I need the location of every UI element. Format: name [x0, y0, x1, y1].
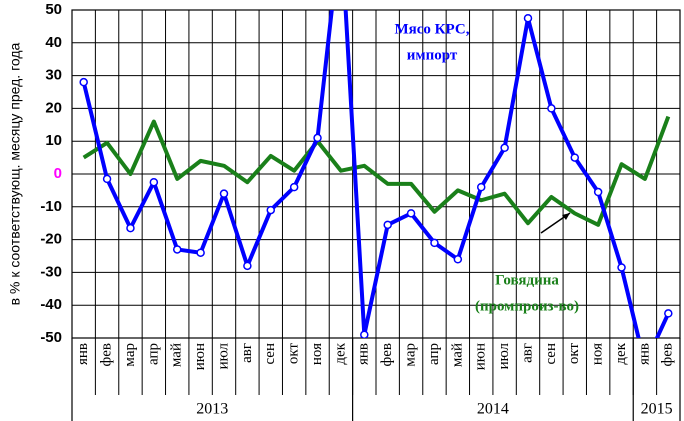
x-tick-label: авг [519, 343, 535, 363]
x-tick-label: апр [426, 343, 442, 365]
x-tick-label: фев [99, 343, 115, 366]
point [430, 238, 439, 248]
x-tick-label: окт [566, 343, 582, 365]
y-tick-label: 20 [45, 99, 62, 116]
x-tick-label: дек [613, 342, 629, 364]
point [593, 187, 603, 197]
x-tick-label: янв [356, 343, 372, 365]
point [664, 309, 673, 318]
x-tick-label: авг [239, 343, 255, 363]
x-tick-label: июл [215, 342, 231, 369]
point [360, 330, 369, 338]
plot-clip [79, 10, 673, 338]
point [547, 104, 556, 113]
x-tick-label: ноя [590, 343, 606, 365]
year-label: 2013 [196, 401, 228, 418]
point [172, 245, 182, 254]
point [617, 263, 626, 272]
y-tick-label: -50 [40, 329, 62, 346]
x-tick-label: май [449, 343, 465, 367]
y-axis-title: в % к соответствующ. месяцу пред. года [7, 42, 23, 305]
x-tick-label: май [169, 343, 185, 367]
series-label: импорт [407, 47, 458, 63]
x-tick-label: июл [496, 342, 512, 369]
point [453, 255, 463, 264]
series-label: Мясо КРС, [395, 21, 470, 37]
y-tick-label: -20 [40, 231, 62, 248]
point [476, 182, 486, 192]
x-tick-label: ноя [309, 343, 325, 365]
x-tick-label: мар [403, 343, 419, 367]
y-tick-label: -30 [40, 263, 62, 280]
arrow-head [562, 213, 570, 220]
plot-frame [71, 9, 681, 339]
x-tick-label: апр [145, 343, 161, 365]
point [406, 209, 416, 218]
point [219, 189, 229, 198]
x-tick-label: янв [75, 343, 91, 365]
year-label: 2014 [477, 401, 509, 418]
series-line [82, 115, 671, 227]
x-tick-label: сен [543, 343, 559, 365]
x-tick-label: янв [636, 343, 652, 365]
y-tick-label: 40 [45, 34, 62, 51]
y-tick-label: 10 [45, 132, 62, 149]
point [243, 261, 252, 271]
point [383, 220, 392, 230]
x-tick-label: мар [122, 343, 138, 367]
y-tick-label: 50 [45, 1, 62, 18]
series-label: (промпроиз-во) [475, 298, 579, 314]
point [266, 205, 276, 215]
point [313, 133, 322, 143]
point [196, 248, 205, 257]
year-label: 2015 [641, 401, 673, 418]
y-tick-label: -40 [40, 296, 62, 313]
point [523, 13, 533, 23]
point [79, 77, 88, 87]
point [149, 177, 159, 187]
x-tick-label: фев [379, 343, 395, 366]
point [570, 153, 580, 162]
point [126, 223, 135, 233]
point [289, 182, 299, 192]
y-tick-label: -10 [40, 198, 62, 215]
y-tick-label: 30 [45, 67, 62, 84]
point [500, 143, 509, 153]
point [102, 174, 112, 184]
y-tick-label: 0 [54, 165, 62, 182]
series-label: Говядина [495, 272, 559, 288]
x-tick-label: сен [262, 343, 278, 365]
x-tick-label: фев [660, 343, 676, 366]
x-tick-label: июн [192, 343, 208, 370]
x-tick-label: июн [473, 343, 489, 370]
x-tick-label: окт [286, 343, 302, 365]
x-tick-label: дек [332, 342, 348, 364]
